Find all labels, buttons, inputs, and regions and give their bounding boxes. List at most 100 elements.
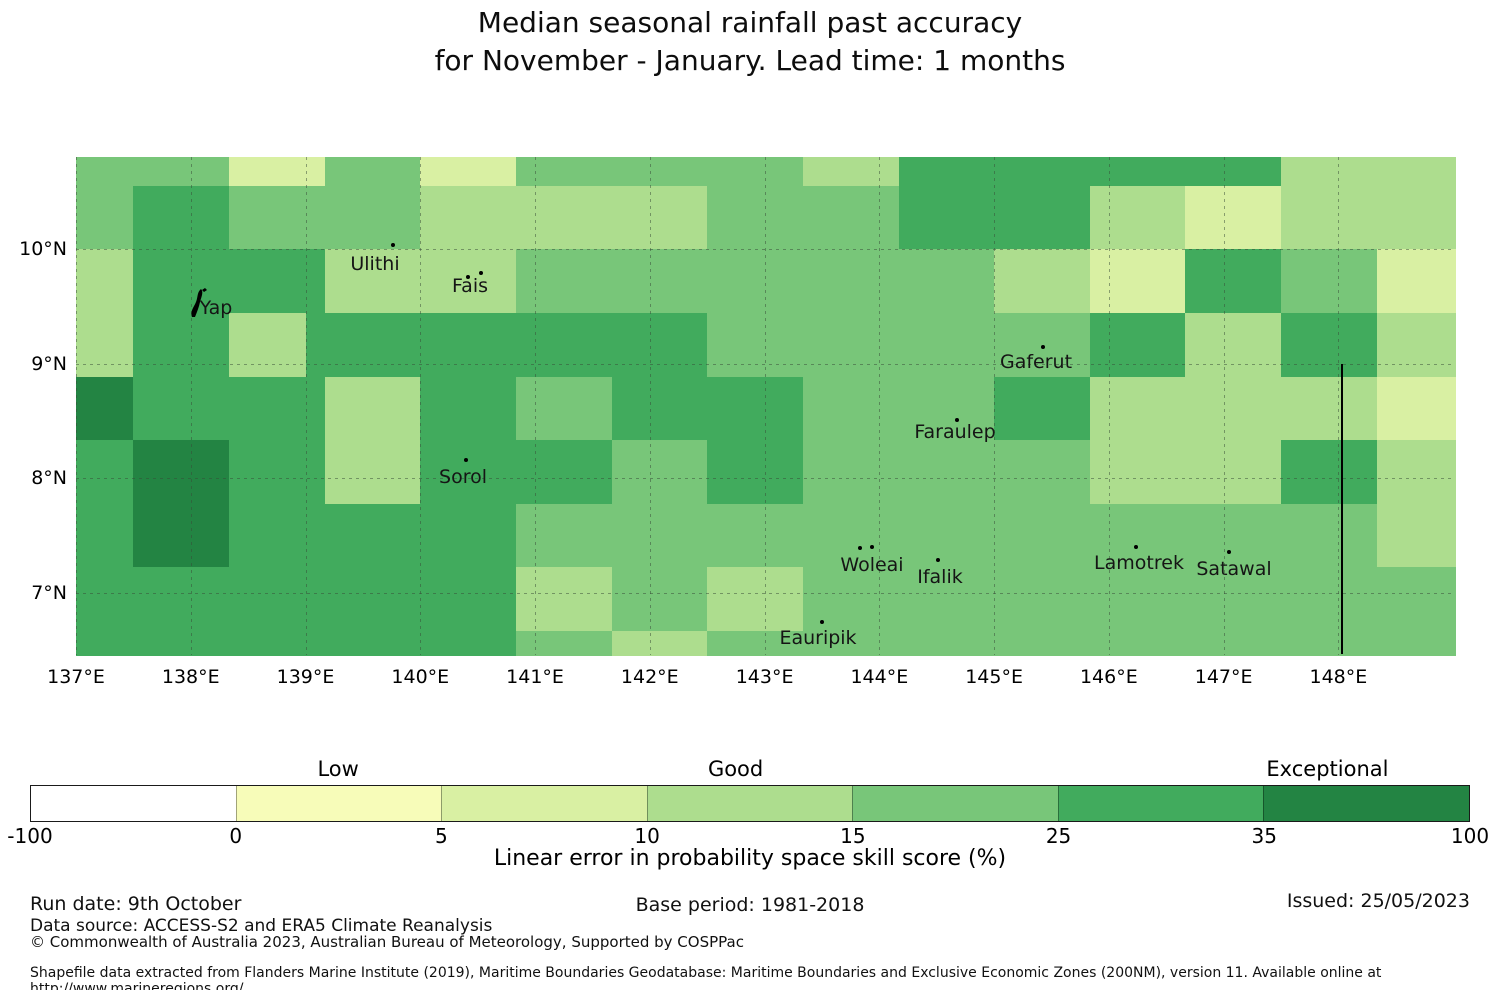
grid-cell [76, 312, 134, 378]
island-dot [1227, 550, 1231, 554]
colorbar-segment [1263, 786, 1470, 821]
island-label: Sorol [439, 466, 487, 488]
island-dot [858, 546, 862, 550]
y-axis-tick-label: 8°N [31, 467, 67, 490]
map-gridline [76, 363, 1455, 365]
grid-cell [1185, 157, 1282, 187]
eez-boundary-line [1340, 363, 1343, 654]
grid-cell [802, 631, 900, 656]
map-gridline [76, 157, 77, 655]
grid-cell [1089, 312, 1187, 378]
map-gridline [1108, 157, 1110, 655]
grid-cell [994, 440, 1091, 505]
island-label: Fais [451, 275, 489, 297]
grid-cell [1089, 503, 1187, 569]
grid-cell [420, 312, 517, 378]
grid-cell [994, 249, 1091, 314]
grid-cell [611, 376, 708, 441]
page-title-line2: for November - January. Lead time: 1 mon… [434, 44, 1066, 77]
island-label: Ulithi [350, 253, 400, 275]
grid-cell [1185, 185, 1282, 250]
island-dot [464, 458, 468, 462]
grid-cell [1281, 249, 1378, 314]
grid-cell [228, 249, 326, 314]
grid-cell [1089, 440, 1187, 505]
grid-cell [1281, 157, 1378, 187]
grid-cell [324, 567, 421, 632]
grid-cell [228, 567, 326, 632]
grid-cell [707, 440, 804, 505]
grid-cell [611, 249, 708, 314]
grid-cell [76, 376, 134, 441]
grid-cell [420, 503, 517, 569]
grid-cell [1089, 631, 1187, 656]
grid-cell [1376, 157, 1456, 187]
grid-cell [611, 567, 708, 632]
island-dot [870, 545, 874, 549]
grid-cell [515, 312, 613, 378]
issued-date-text: Issued: 25/05/2023 [1286, 890, 1470, 912]
grid-cell [1185, 312, 1282, 378]
colorbar-segment [31, 786, 236, 821]
x-axis-tick-label: 145°E [965, 666, 1023, 688]
map-gridline [1338, 157, 1340, 655]
island-dot [1041, 345, 1045, 349]
grid-cell [228, 440, 326, 505]
grid-cell [898, 376, 995, 441]
grid-cell [611, 631, 708, 656]
grid-cell [515, 567, 613, 632]
map-gridline [879, 157, 881, 655]
grid-cell [802, 567, 900, 632]
map-gridline [994, 157, 996, 655]
grid-cell [1185, 376, 1282, 441]
colorbar-segment [852, 786, 1058, 821]
grid-cell [228, 503, 326, 569]
grid-cell [1185, 567, 1282, 632]
colorbar-tick-label: 25 [1045, 824, 1072, 848]
grid-cell [994, 376, 1091, 441]
colorbar-segment [235, 786, 442, 821]
page-title-line1: Median seasonal rainfall past accuracy [477, 6, 1023, 39]
island-label: Gaferut [999, 351, 1073, 373]
grid-cell [324, 440, 421, 505]
y-axis-tick-label: 10°N [19, 238, 67, 261]
grid-cell [802, 440, 900, 505]
grid-cell [515, 440, 613, 505]
grid-cell [1185, 503, 1282, 569]
grid-cell [76, 185, 134, 250]
grid-cell [1089, 185, 1187, 250]
island-dot [820, 620, 824, 624]
grid-cell [133, 312, 230, 378]
colorbar-tick-label: 100 [1450, 824, 1490, 848]
map-gridline [305, 157, 307, 655]
grid-cell [420, 185, 517, 250]
grid-cell [707, 376, 804, 441]
grid-cell [324, 503, 421, 569]
grid-cell [898, 631, 995, 656]
island-dot [466, 275, 470, 279]
base-period-text: Base period: 1981-2018 [635, 894, 865, 916]
island-dot [1134, 545, 1138, 549]
grid-cell [76, 249, 134, 314]
island-label: Lamotrek [1094, 552, 1184, 574]
grid-cell [802, 503, 900, 569]
map-gridline [535, 157, 537, 655]
x-axis-tick-label: 142°E [620, 666, 679, 688]
colorbar-tick-label: 15 [840, 824, 866, 848]
grid-cell [133, 249, 230, 314]
map-gridline [420, 157, 422, 655]
grid-cell [611, 440, 708, 505]
grid-cell [420, 567, 517, 632]
grid-cell [76, 503, 134, 569]
grid-cell [133, 567, 230, 632]
grid-cell [1376, 185, 1456, 250]
colorbar-axis-label: Linear error in probability space skill … [493, 846, 1007, 871]
island-dot [936, 558, 940, 562]
x-axis-tick-label: 139°E [276, 666, 335, 688]
map-gridline [649, 157, 651, 655]
map-gridline [76, 249, 1455, 251]
grid-cell [1089, 157, 1187, 187]
grid-cell [707, 312, 804, 378]
grid-cell [420, 157, 517, 187]
